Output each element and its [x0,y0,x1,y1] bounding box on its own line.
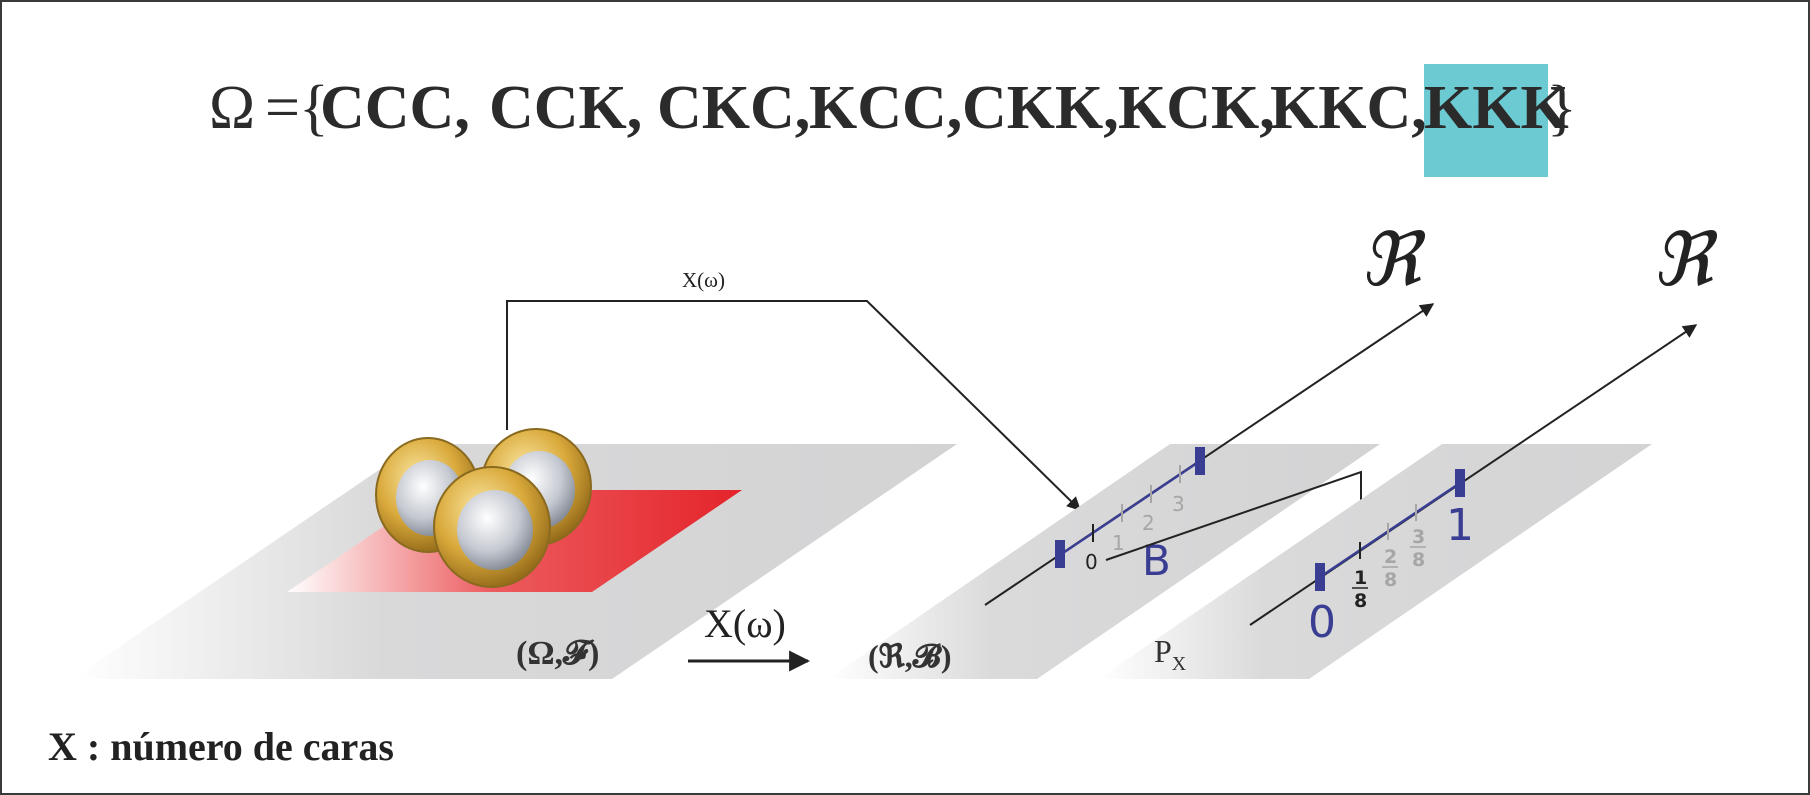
tick-label-0: 0 [1085,550,1098,574]
open-brace: { [299,74,329,142]
outcome-cck: CCK, [489,74,642,142]
tick-label-2: 2 [1142,511,1155,535]
tick-label-3: 3 [1172,492,1185,516]
probability-plane [1098,444,1652,679]
mapping-main-label: X(ω) [704,601,786,646]
equals-sign: = [265,74,300,142]
set-b-label: B [1142,536,1171,585]
interval-start-label: 0 [1308,597,1336,648]
fraction-three-eighths: 3 8 [1410,526,1426,571]
fraction-2-den: 8 [1384,569,1397,591]
outcome-ccc: CCC, [320,74,470,142]
prob-space-label-sub: X [1172,653,1187,675]
unit-interval-right-bracket [1455,469,1465,497]
prob-space-label: PX [1154,633,1187,675]
unit-interval [1319,481,1461,579]
interval-b [1059,459,1201,557]
sample-space-label: (Ω,𝓕) [516,635,599,672]
real-axis-1-symbol: ℜ [1360,220,1427,302]
outcome-ckk: CKK, [962,74,1119,142]
outcome-kkc: KKC, [1270,74,1427,142]
outcome-kkk: KKK [1424,74,1569,142]
coins [375,428,592,588]
interval-end-label: 1 [1446,500,1474,551]
fraction-3-num: 3 [1412,526,1425,548]
close-brace: } [1547,74,1577,142]
fraction-2-num: 2 [1384,546,1397,568]
caption: X : número de caras [48,724,394,769]
highlight-box [1424,64,1548,177]
fraction-one-eighth: 1 8 [1352,567,1368,612]
fraction-two-eighths: 2 8 [1382,546,1398,591]
fraction-1-num: 1 [1354,567,1367,589]
outcome-ckc: CKC, [657,74,810,142]
fraction-1-den: 8 [1354,590,1367,612]
interval-b-left-bracket [1055,540,1065,568]
unit-interval-left-bracket [1315,563,1325,591]
omega-symbol: Ω [209,74,255,142]
interval-b-right-bracket [1195,447,1205,475]
prob-space-label-main: P [1154,633,1172,669]
fraction-3-den: 8 [1412,549,1425,571]
mapping-path [506,300,1081,511]
outcome-kck: KCK, [1118,74,1275,142]
tick-label-1: 1 [1112,531,1125,555]
borel-space-plane [828,444,1380,679]
borel-space-label: (ℜ,𝓑) [868,638,952,674]
mapping-small-label: X(ω) [682,268,725,292]
coin-icon [433,466,551,588]
real-axis-2-symbol: ℜ [1652,220,1719,302]
outcome-kcc: KCC, [809,74,962,142]
